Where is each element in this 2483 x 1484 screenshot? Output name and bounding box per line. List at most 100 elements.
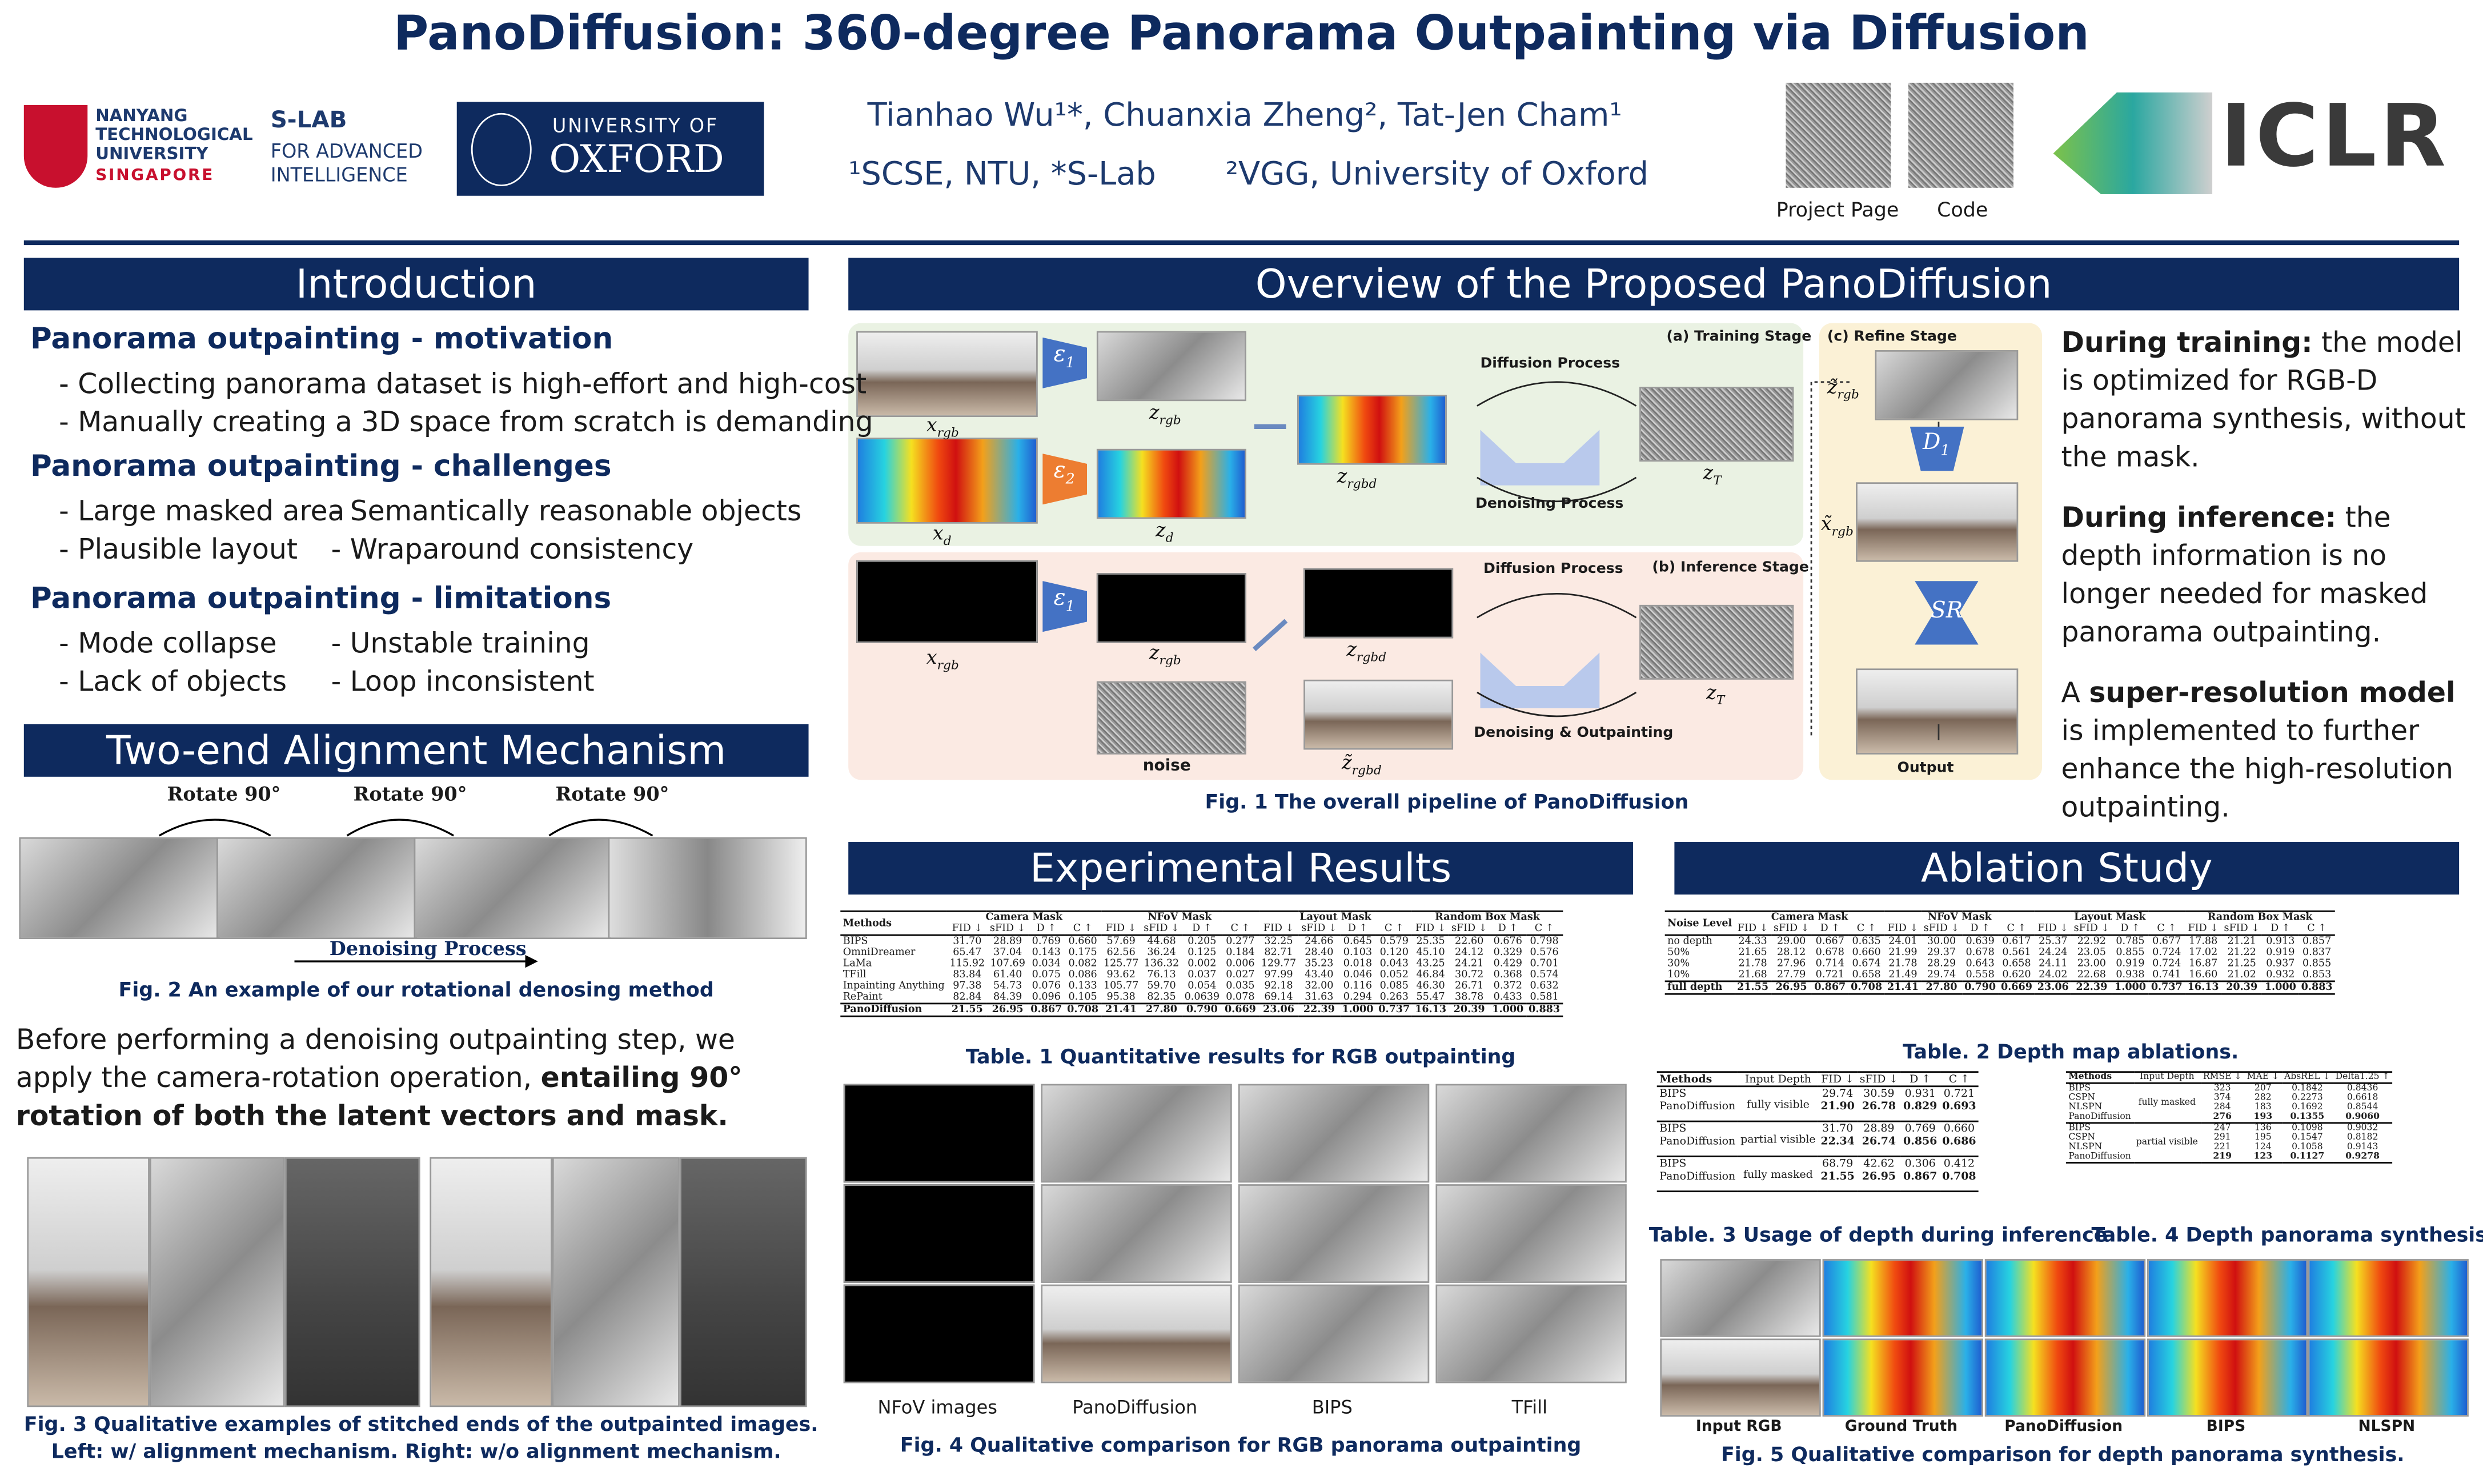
symbol: xrgb: [926, 646, 959, 672]
section-title: Panorama outpainting - limitations: [30, 582, 612, 616]
symbol-base: z: [1703, 462, 1714, 484]
row-label: TFill: [843, 969, 867, 981]
image: [1041, 1184, 1232, 1283]
cell: 95.38: [1106, 991, 1136, 1003]
cell: 23.06: [2035, 980, 2072, 995]
table-row: BIPS partial visible 247 136 0.1098 0.9032: [2066, 1122, 2392, 1164]
cell: 0.937: [2266, 958, 2295, 969]
table-row: PanoDiffusion 21.90 26.78 0.829 0.693: [1656, 1100, 1979, 1122]
caption: Table. 3 Usage of depth during inference: [1648, 1222, 2108, 1246]
symbol-base: z̃: [1827, 375, 1838, 398]
cell: 0.1098: [2292, 1124, 2323, 1133]
cell: 221: [2213, 1142, 2231, 1153]
metric-header: FID ↓: [947, 923, 988, 936]
image: [1297, 395, 1447, 465]
symbol-base: z̃: [1342, 751, 1352, 774]
oxford-crest: [471, 113, 532, 187]
cell: 0.078: [1226, 991, 1255, 1003]
image: [1096, 573, 1246, 643]
slab-line: INTELLIGENCE: [270, 164, 408, 187]
cell: 23.00: [2077, 958, 2106, 969]
cell: 17.88: [2189, 936, 2218, 947]
cell: 0.1842: [2292, 1084, 2323, 1094]
text-run: A: [2061, 678, 2089, 710]
cell: 28.89: [993, 936, 1022, 947]
cell: 0.669: [1222, 1002, 1259, 1017]
symbol-base: z: [1706, 681, 1716, 704]
symbol: z̃rgbd: [1342, 751, 1382, 777]
cell: 16.60: [2189, 969, 2218, 981]
table-row: 50% 21.65 28.12 0.678 0.660 21.99 29.37 0.678 0.…: [1665, 947, 2335, 958]
process-label: Denoising & Outpainting: [1474, 725, 1674, 742]
image: [856, 331, 1038, 418]
symbol: z̃rgb: [1827, 376, 1859, 402]
table-row: 30% 21.78 27.96 0.714 0.674 21.78 28.29 0.643 0.…: [1665, 958, 2335, 969]
method: BIPS: [1659, 1157, 1687, 1170]
symbol-base: x: [926, 414, 937, 436]
table-row: no depth 24.33 29.00 0.667 0.635 24.01 30.00 0.…: [1665, 935, 2335, 947]
symbol: zrgb: [1149, 641, 1181, 668]
cell: 21.49: [1888, 969, 1918, 981]
symbol-sub: T: [1713, 473, 1722, 488]
cell: 0.855: [2303, 958, 2332, 969]
ntu-line: TECHNOLOGICAL: [95, 126, 253, 145]
column-header: MAE ↓: [2244, 1071, 2282, 1084]
image: [2308, 1259, 2469, 1337]
bullet: - Loop inconsistent: [331, 667, 595, 699]
method: BIPS: [2068, 1084, 2091, 1094]
cell: 0.737: [2148, 980, 2185, 995]
section-title: Panorama outpainting - motivation: [30, 323, 613, 357]
table: Methods Camera Mask NFoV Mask Layout Mask Ra…: [840, 910, 1563, 1017]
table: Methods Input Depth RMSE ↓ MAE ↓ AbsREL ↓ Del…: [2065, 1071, 2393, 1164]
symbol-sub: rgbd: [1351, 763, 1382, 777]
symbol-sub: T: [1716, 693, 1725, 708]
column-header: Methods: [2065, 1071, 2134, 1084]
cell: 0.938: [2116, 969, 2145, 981]
figure-label: Ground Truth: [1844, 1418, 1958, 1436]
symbol-base: z: [1337, 464, 1347, 487]
group-header: NFoV Mask: [1884, 910, 2035, 924]
cell: 219: [2200, 1152, 2245, 1164]
cell: 0.669: [1998, 980, 2035, 995]
cell: 0.277: [1226, 936, 1255, 947]
cell: 36.24: [1147, 946, 1176, 958]
table-row: PanoDiffusion 276 193 0.1355 0.9060: [2065, 1112, 2393, 1124]
text-run: the depth information is no longer neede…: [2061, 503, 2428, 649]
cell: 30.00: [1927, 936, 1956, 947]
symbol-base: SR: [1931, 598, 1963, 624]
cell: 195: [2254, 1133, 2272, 1143]
image: [843, 1084, 1035, 1183]
metric-header: FID ↓: [1734, 923, 1771, 936]
table-row: BIPS 31.70 28.89 0.769 0.660 57.69 44.68 0.205 0…: [840, 935, 1562, 947]
cell: 0.8544: [2346, 1103, 2378, 1113]
cell: 0.1692: [2292, 1103, 2323, 1113]
image: [856, 560, 1038, 643]
metric-header: D ↑: [1811, 923, 1848, 936]
cell: 46.30: [1416, 980, 1445, 992]
title: PanoDiffusion: 360-degree Panorama Outpa…: [394, 6, 2089, 62]
ntu-line: SINGAPORE: [95, 167, 215, 185]
cell: 54.73: [993, 980, 1022, 992]
symbol-sub: rgbd: [1357, 649, 1387, 665]
cell: 0.576: [1530, 946, 1559, 958]
method: PanoDiffusion: [2065, 1112, 2134, 1124]
symbol: zrgb: [1149, 401, 1181, 427]
cell: 43.25: [1416, 958, 1445, 969]
cell: 0.798: [1530, 936, 1559, 947]
symbol-sub: d: [943, 534, 952, 548]
cell: 0.002: [1188, 958, 1217, 969]
cell: 0.741: [2152, 969, 2181, 981]
divider: [23, 240, 2460, 246]
image: [1041, 1084, 1232, 1183]
table-row: OmniDreamer 65.47 37.04 0.143 0.175 62.56 36.2…: [840, 947, 1562, 958]
cell: 0.143: [1032, 946, 1061, 958]
cell: 0.769: [1032, 936, 1061, 947]
cell: 21.55: [1818, 1170, 1858, 1193]
metric-header: FID ↓: [1101, 923, 1141, 936]
image: [19, 837, 220, 940]
cell: 0.853: [2303, 969, 2332, 981]
cell: 0.857: [2303, 936, 2332, 947]
symbol-sub: rgb: [937, 426, 959, 440]
